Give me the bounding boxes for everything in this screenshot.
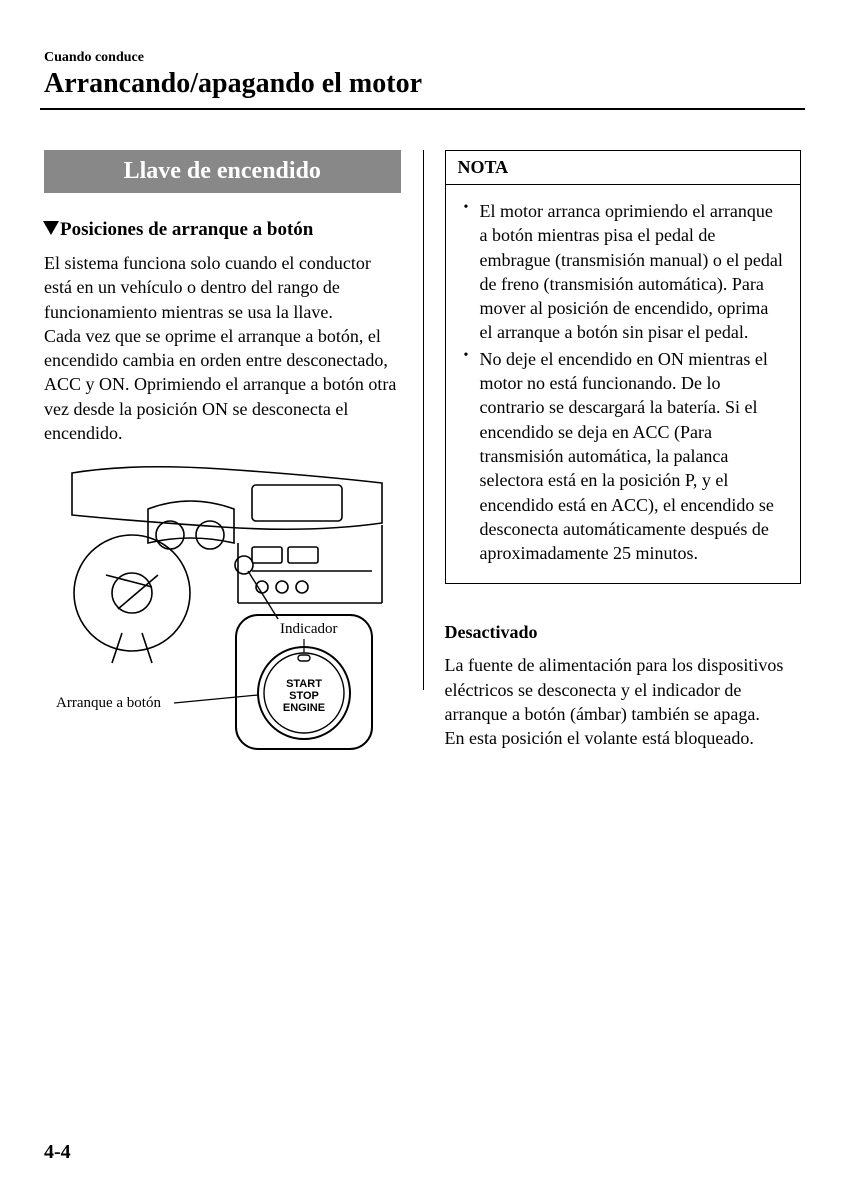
deactivated-para-1: La fuente de alimentación para los dispo… <box>445 653 802 726</box>
subheading-text: Posiciones de arranque a botón <box>60 219 313 240</box>
diagram-label-indicator: Indicador <box>280 621 337 637</box>
two-column-layout: Llave de encendido Posiciones de arranqu… <box>40 150 805 753</box>
note-item-2: No deje el encendido en ON mientras el m… <box>462 347 785 566</box>
right-column: NOTA El motor arranca oprimiendo el arra… <box>423 150 806 753</box>
note-box-body: El motor arranca oprimiendo el arranque … <box>445 184 802 584</box>
section-banner: Llave de encendido <box>44 150 401 193</box>
dashboard-diagram: Indicador START STOP ENGINE Arranque a b… <box>44 463 401 753</box>
page-header: Cuando conduce Arrancando/apagando el mo… <box>40 50 805 100</box>
chapter-label: Cuando conduce <box>44 50 805 66</box>
button-text-start: START <box>286 678 322 690</box>
note-item-1: El motor arranca oprimiendo el arranque … <box>462 199 785 345</box>
title-rule <box>40 108 805 110</box>
column-divider <box>423 150 424 690</box>
diagram-svg: Indicador START STOP ENGINE Arranque a b… <box>52 463 392 753</box>
button-text-stop: STOP <box>289 690 319 702</box>
deactivated-para-2: En esta posición el volante está bloquea… <box>445 726 802 750</box>
left-column: Llave de encendido Posiciones de arranqu… <box>40 150 423 753</box>
button-text-engine: ENGINE <box>283 702 325 714</box>
page-number: 4-4 <box>44 1141 71 1164</box>
triangle-down-icon <box>43 221 59 235</box>
diagram-label-button: Arranque a botón <box>56 695 161 711</box>
body-paragraph-1: El sistema funciona solo cuando el condu… <box>44 251 401 324</box>
body-paragraph-2: Cada vez que se oprime el arranque a bot… <box>44 324 401 445</box>
subheading-positions: Posiciones de arranque a botón <box>44 219 401 241</box>
subheading-deactivated: Desactivado <box>445 622 802 643</box>
note-box-title: NOTA <box>445 150 802 184</box>
page-title: Arrancando/apagando el motor <box>44 68 805 100</box>
